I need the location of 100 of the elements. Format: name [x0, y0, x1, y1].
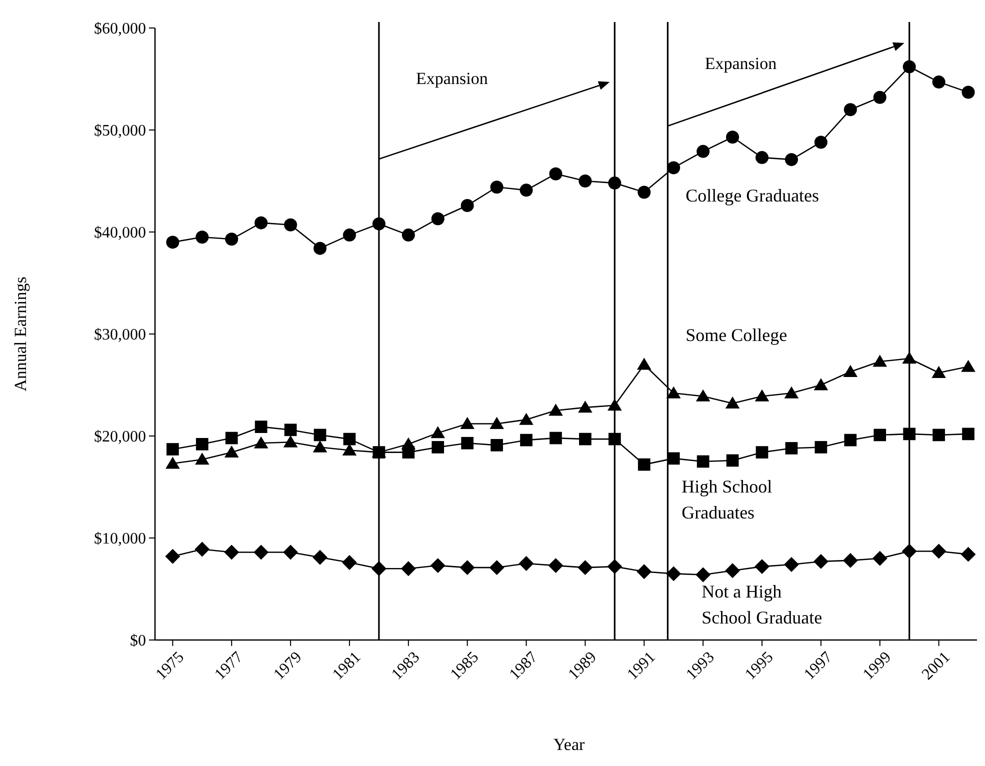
text: Some College	[686, 325, 788, 346]
point	[460, 416, 474, 429]
point	[549, 167, 562, 180]
point	[224, 445, 239, 458]
point	[725, 563, 740, 578]
point	[402, 228, 415, 242]
point	[578, 560, 593, 576]
y-tick-label: $0	[130, 632, 146, 650]
point	[254, 436, 268, 448]
point	[667, 161, 680, 174]
series-label: High School Graduates	[682, 476, 772, 522]
point	[638, 186, 651, 199]
point	[254, 420, 268, 433]
point	[284, 424, 297, 436]
annotation: Expansion	[416, 68, 488, 88]
point	[461, 436, 474, 450]
point	[666, 386, 681, 398]
y-tick-label: $10,000	[94, 530, 146, 548]
point	[607, 559, 622, 574]
point	[872, 354, 888, 367]
point	[283, 544, 298, 560]
point	[579, 432, 592, 446]
point	[284, 218, 298, 232]
point	[283, 435, 298, 448]
point	[431, 212, 444, 226]
point	[754, 389, 770, 402]
point	[814, 136, 828, 149]
point	[842, 552, 858, 568]
point	[224, 544, 240, 560]
y-axis-title: Annual Earnings	[11, 276, 30, 392]
point	[638, 458, 650, 471]
point	[756, 151, 769, 164]
point	[548, 558, 564, 574]
point	[844, 103, 857, 116]
point	[312, 440, 328, 452]
point	[902, 352, 916, 364]
point	[962, 86, 975, 99]
point	[872, 550, 888, 566]
point	[696, 567, 711, 582]
point	[460, 198, 474, 212]
point	[342, 228, 356, 242]
point	[371, 561, 386, 576]
point	[578, 400, 592, 413]
point	[814, 441, 828, 454]
point	[254, 544, 269, 560]
point	[489, 560, 504, 576]
point	[902, 60, 916, 74]
point	[873, 90, 886, 104]
point	[460, 560, 475, 576]
point	[430, 426, 446, 438]
point	[608, 176, 622, 190]
y-tick-label: $30,000	[94, 326, 146, 344]
point	[636, 358, 652, 370]
point	[696, 455, 710, 468]
point	[756, 446, 768, 458]
point	[962, 428, 974, 440]
series-label: Not a High School Graduate	[702, 582, 822, 628]
point	[194, 452, 210, 465]
point	[844, 434, 857, 446]
point	[578, 174, 592, 188]
series-label: College Graduates	[686, 186, 820, 206]
point	[400, 561, 416, 576]
point	[342, 443, 357, 456]
point	[432, 441, 444, 454]
point	[960, 546, 976, 562]
point	[902, 544, 917, 559]
point	[343, 432, 356, 446]
point	[843, 364, 858, 377]
point	[726, 130, 740, 144]
point	[372, 217, 386, 230]
point	[312, 550, 328, 565]
point	[166, 443, 179, 456]
point	[608, 398, 622, 411]
point	[814, 378, 828, 390]
point	[932, 76, 946, 89]
point	[696, 144, 710, 158]
point	[932, 428, 945, 442]
point	[196, 438, 208, 450]
annotation: Expansion	[704, 54, 778, 73]
point	[430, 558, 446, 574]
point	[519, 412, 534, 425]
point	[903, 428, 916, 440]
point	[784, 153, 798, 166]
point	[194, 542, 210, 557]
point	[636, 564, 652, 580]
point	[342, 555, 357, 570]
point	[490, 416, 504, 429]
point	[726, 454, 739, 467]
point	[696, 389, 710, 402]
x-tick-label: 1981	[330, 648, 364, 684]
point	[874, 428, 886, 442]
point	[608, 432, 621, 446]
y-tick-label: $60,000	[94, 20, 146, 38]
y-tick-label: $20,000	[94, 428, 146, 446]
point	[165, 548, 180, 564]
point	[784, 386, 799, 398]
point	[520, 434, 532, 446]
point	[166, 456, 180, 469]
x-axis-title: Year	[553, 735, 585, 754]
point	[548, 404, 563, 416]
